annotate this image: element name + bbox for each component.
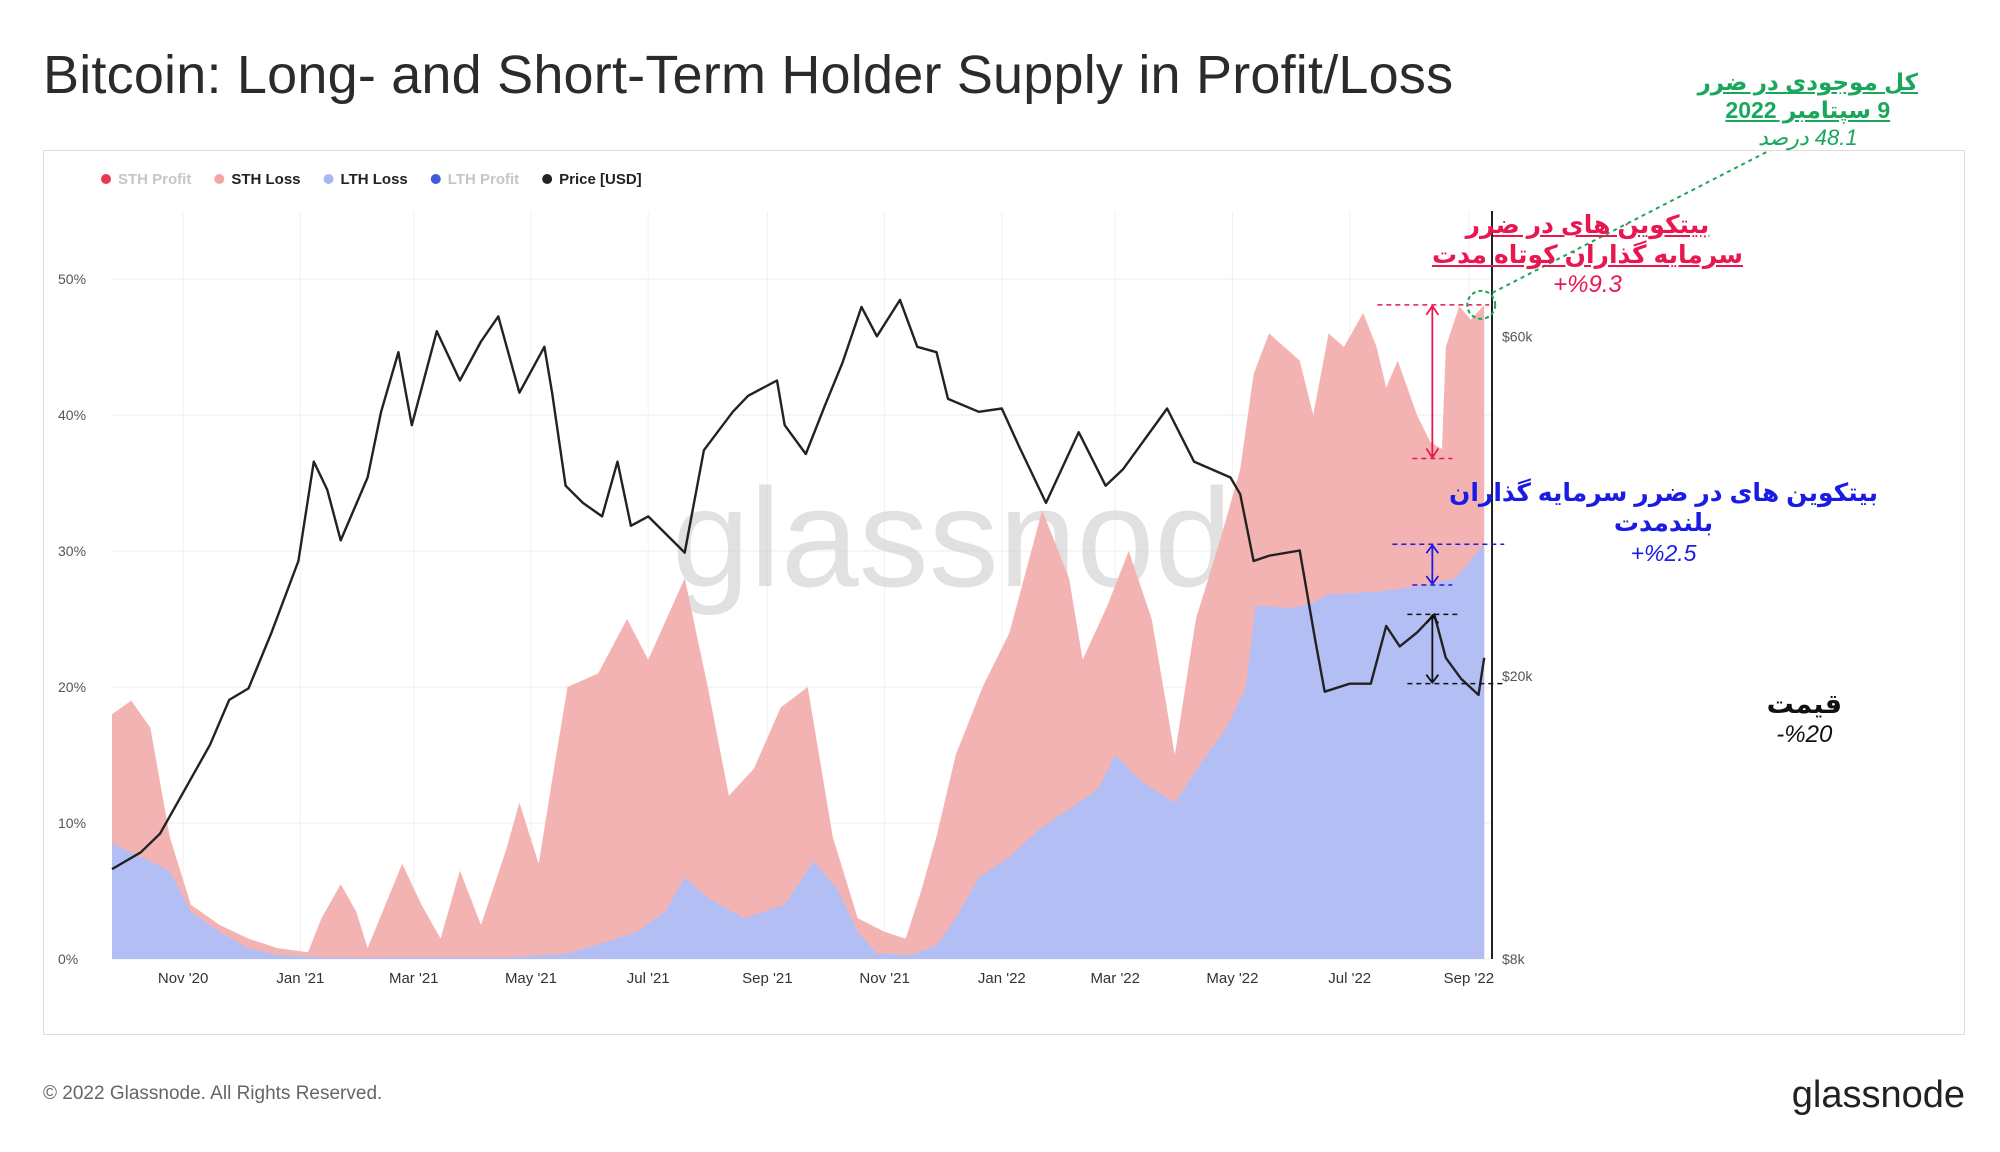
x-tick-label: May '21 <box>505 970 557 987</box>
sth-arrow-head-down <box>1425 448 1440 460</box>
annotation-lth-line2: بلندمدت <box>1613 509 1714 537</box>
price-line <box>111 298 1486 871</box>
lth-arrow-head-up <box>1425 543 1440 554</box>
x-tick-label: May '22 <box>1206 970 1258 987</box>
x-tick-label: Nov '21 <box>859 970 909 987</box>
annotation-total-loss-line2: 9 سپتامبر 2022 <box>1725 97 1891 123</box>
legend-label: STH Loss <box>231 171 300 188</box>
annotation-markers <box>1377 151 1771 685</box>
area-series <box>112 304 1485 959</box>
legend-item-3: LTH Profit <box>430 171 519 188</box>
legend: STH Profit STH Loss LTH Loss LTH Profit Pric… <box>101 171 642 188</box>
y-left-tick-label: 0% <box>58 951 78 967</box>
legend-marker <box>101 174 111 184</box>
y-left-tick-label: 30% <box>58 543 86 559</box>
brand-logo[interactable]: glassnode <box>1791 1074 1965 1116</box>
annotation-sth: بیتکوین های در ضرر سرمایه گذاران کوتاه م… <box>1432 210 1743 300</box>
legend-item-2: LTH Loss <box>323 171 408 188</box>
y-right-tick-label: $8k <box>1502 951 1526 967</box>
annotation-sth-line1: بیتکوین های در ضرر <box>1465 211 1710 239</box>
annotation-lth: بیتکوین های در ضرر سرمایه گذاران بلندمدت… <box>1449 478 1878 568</box>
x-tick-label: Mar '22 <box>1090 970 1140 987</box>
y-left-tick-label: 50% <box>58 271 86 287</box>
price-arrow-head-down <box>1425 674 1440 685</box>
page-title: Bitcoin: Long- and Short-Term Holder Sup… <box>43 45 1454 105</box>
x-tick-label: Jan '22 <box>978 970 1026 987</box>
y-right-tick-label: $20k <box>1502 668 1533 684</box>
chart-svg: glassnode 0% 10% 20% 30% 40% 50% Nov '20 Jan '2… <box>58 151 1771 987</box>
x-tick-label: Sep '21 <box>742 970 792 987</box>
annotation-sth-line2: سرمایه گذاران کوتاه مدت <box>1431 241 1743 269</box>
price-arrow-head-up <box>1425 613 1440 624</box>
legend-marker <box>214 174 225 184</box>
total-loss-leader <box>1491 151 1771 294</box>
legend-marker <box>430 174 441 184</box>
copyright-text: © 2022 Glassnode. All Rights Reserved. <box>43 1083 383 1104</box>
axes: 0% 10% 20% 30% 40% 50% Nov '20 Jan '21 Mar '21 Ma… <box>58 211 1533 987</box>
legend-item-0: STH Profit <box>101 171 191 188</box>
watermark: glassnode <box>672 459 1310 616</box>
annotation-sth-line3: %9.3+ <box>1553 271 1622 298</box>
annotation-price-line1: قیمت <box>1766 689 1842 719</box>
y-left-tick-label: 10% <box>58 815 86 831</box>
annotation-lth-line3: %2.5+ <box>1630 540 1697 566</box>
legend-marker <box>542 174 553 184</box>
total-loss-marker <box>1466 289 1497 320</box>
x-tick-label: Jan '21 <box>276 970 324 987</box>
chart-frame: glassnode 0% 10% 20% 30% 40% 50% Nov '20 Jan '2… <box>43 150 1965 1035</box>
legend-item-4: Price [USD] <box>542 171 642 188</box>
x-tick-label: Mar '21 <box>389 970 439 987</box>
y-right-tick-label: $60k <box>1502 328 1533 344</box>
legend-marker <box>323 174 334 184</box>
annotation-price: قیمت %20- <box>1767 688 1842 750</box>
legend-label: LTH Profit <box>448 171 519 188</box>
x-tick-label: Jul '21 <box>627 970 670 987</box>
annotation-price-line2: %20- <box>1776 721 1833 748</box>
sth-arrow-head-up <box>1425 304 1440 316</box>
legend-label: Price [USD] <box>559 171 642 188</box>
price-series <box>111 298 1486 871</box>
x-tick-label: Sep '22 <box>1444 970 1494 987</box>
legend-label: STH Profit <box>118 171 191 188</box>
legend-item-1: STH Loss <box>214 171 301 188</box>
x-tick-label: Nov '20 <box>158 970 208 987</box>
annotation-total-loss-line1: کل موجودی در ضرر <box>1697 69 1918 95</box>
annotation-total-loss-line3: 48.1 درصد <box>1757 125 1858 150</box>
annotation-lth-line1: بیتکوین های در ضرر سرمایه گذاران <box>1449 479 1878 507</box>
y-left-tick-label: 40% <box>58 407 86 423</box>
legend-label: LTH Loss <box>341 171 408 188</box>
lth-loss-area <box>112 544 1485 959</box>
x-tick-label: Jul '22 <box>1328 970 1371 987</box>
y-left-tick-label: 20% <box>58 679 86 695</box>
lth-arrow-head-down <box>1425 575 1440 586</box>
annotation-total-loss: کل موجودی در ضرر 9 سپتامبر 2022 48.1 درص… <box>1698 68 1918 152</box>
